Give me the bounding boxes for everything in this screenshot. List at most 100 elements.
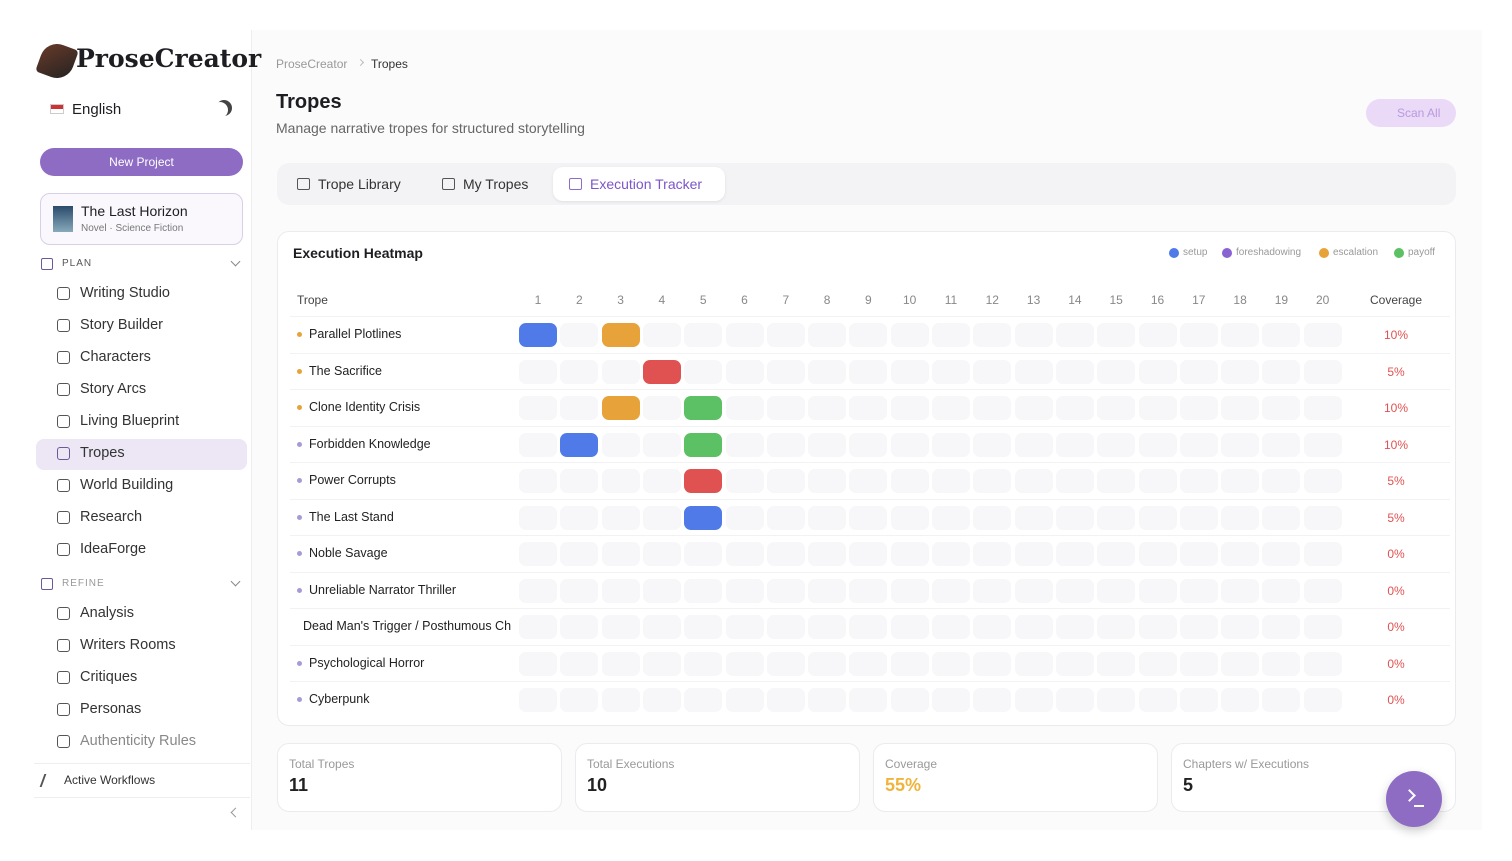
cell <box>973 469 1012 493</box>
cell <box>1097 651 1136 676</box>
cell <box>1303 688 1342 712</box>
trope-name[interactable]: Power Corrupts <box>309 473 396 487</box>
cell <box>1055 469 1094 493</box>
project-card[interactable] <box>40 193 243 245</box>
active-workflows[interactable]: Active Workflows <box>64 773 156 787</box>
cell <box>1303 651 1342 676</box>
tab[interactable]: Trope Library <box>318 176 401 192</box>
trope-name[interactable]: Unreliable Narrator Thriller <box>309 582 457 597</box>
cell <box>766 359 805 384</box>
chapter-label: 9 <box>865 293 872 307</box>
terminal-button[interactable] <box>1386 771 1442 827</box>
column-header: Trope <box>297 293 328 307</box>
cell <box>1221 542 1260 566</box>
legend-dot <box>1394 248 1404 258</box>
execution[interactable] <box>519 323 557 347</box>
trope-name[interactable]: Forbidden Knowledge <box>309 436 431 451</box>
nav-item[interactable]: Living Blueprint <box>80 413 180 429</box>
execution[interactable] <box>684 505 723 530</box>
chapter-label: 11 <box>944 293 958 307</box>
trope-name[interactable]: Noble Savage <box>309 546 388 560</box>
cell <box>601 505 640 530</box>
cell <box>1138 323 1177 347</box>
cell <box>808 542 847 566</box>
row-dot <box>297 660 302 666</box>
nav-item[interactable]: Story Arcs <box>80 381 147 397</box>
cell <box>766 396 805 420</box>
section-icon <box>41 258 53 270</box>
cell <box>1303 432 1342 457</box>
nav-item[interactable]: Characters <box>80 349 151 365</box>
cell <box>1014 505 1053 530</box>
nav-item[interactable]: Research <box>80 509 143 525</box>
cell <box>1221 323 1260 347</box>
cell <box>601 615 640 639</box>
chapter-label: 5 <box>699 293 707 307</box>
cell <box>849 542 888 566</box>
cell <box>1014 396 1053 420</box>
nav-item[interactable]: Writing Studio <box>80 285 170 301</box>
cell <box>601 432 640 457</box>
cell <box>1055 432 1094 457</box>
execution[interactable] <box>684 469 723 493</box>
cell <box>1014 432 1053 457</box>
cell <box>560 688 599 712</box>
execution[interactable] <box>560 432 599 457</box>
execution[interactable] <box>684 396 723 420</box>
cell <box>684 323 723 347</box>
cell <box>725 542 764 566</box>
section-label[interactable]: REFINE <box>62 578 105 589</box>
theme-toggle[interactable] <box>216 100 232 116</box>
cell <box>1179 469 1218 493</box>
cell <box>766 688 805 712</box>
execution[interactable] <box>601 396 640 420</box>
cell <box>1179 505 1218 530</box>
nav-item[interactable]: Story Builder <box>80 317 164 333</box>
nav-active <box>36 439 247 470</box>
scan-all[interactable]: Scan All <box>1366 99 1456 127</box>
cell <box>932 615 970 639</box>
nav-item[interactable]: Analysis <box>80 605 134 621</box>
cell <box>642 505 681 530</box>
trope-name[interactable]: The Sacrifice <box>309 363 382 378</box>
execution[interactable] <box>601 323 640 347</box>
nav-item[interactable]: World Building <box>80 477 174 493</box>
cell <box>973 432 1012 457</box>
stat-value: 5 <box>1183 775 1194 795</box>
cell <box>642 688 681 712</box>
cell <box>808 615 847 639</box>
trope-name[interactable]: Cyberpunk <box>309 692 370 706</box>
stat-card <box>873 743 1158 812</box>
legend-dot <box>1222 248 1232 258</box>
nav-item[interactable]: Writers Rooms <box>80 637 176 653</box>
cell <box>1138 542 1177 566</box>
language[interactable]: English <box>72 101 122 118</box>
nav-item[interactable]: Tropes <box>80 445 125 461</box>
trope-name[interactable]: The Last Stand <box>309 509 394 524</box>
stat-card <box>277 743 562 812</box>
trope-name[interactable]: Psychological Horror <box>309 655 425 670</box>
row-divider <box>290 316 1450 317</box>
execution[interactable] <box>642 359 681 384</box>
trope-name[interactable]: Parallel Plotlines <box>309 327 402 341</box>
new-project[interactable]: New Project <box>40 148 243 176</box>
breadcrumb[interactable]: ProseCreator <box>276 57 348 71</box>
tab-icon <box>442 178 455 190</box>
trope-name[interactable]: Clone Identity Crisis <box>309 400 421 414</box>
section-label[interactable]: PLAN <box>62 258 93 269</box>
nav-item[interactable]: IdeaForge <box>80 541 147 557</box>
tab[interactable]: Execution Tracker <box>590 176 703 192</box>
cell <box>973 359 1012 384</box>
tab[interactable]: My Tropes <box>463 176 529 192</box>
execution[interactable] <box>684 432 723 457</box>
cell <box>1138 615 1177 639</box>
cell <box>519 542 557 566</box>
trope-name[interactable]: Dead Man's Trigger / Posthumous Ch <box>303 619 512 633</box>
cell <box>1179 396 1218 420</box>
nav-item[interactable]: Personas <box>80 701 142 717</box>
cell <box>932 432 970 457</box>
close[interactable] <box>214 211 226 223</box>
stat-value: 11 <box>289 775 309 795</box>
nav-item[interactable]: Authenticity Rules <box>80 733 197 749</box>
nav-item[interactable]: Critiques <box>80 669 138 685</box>
